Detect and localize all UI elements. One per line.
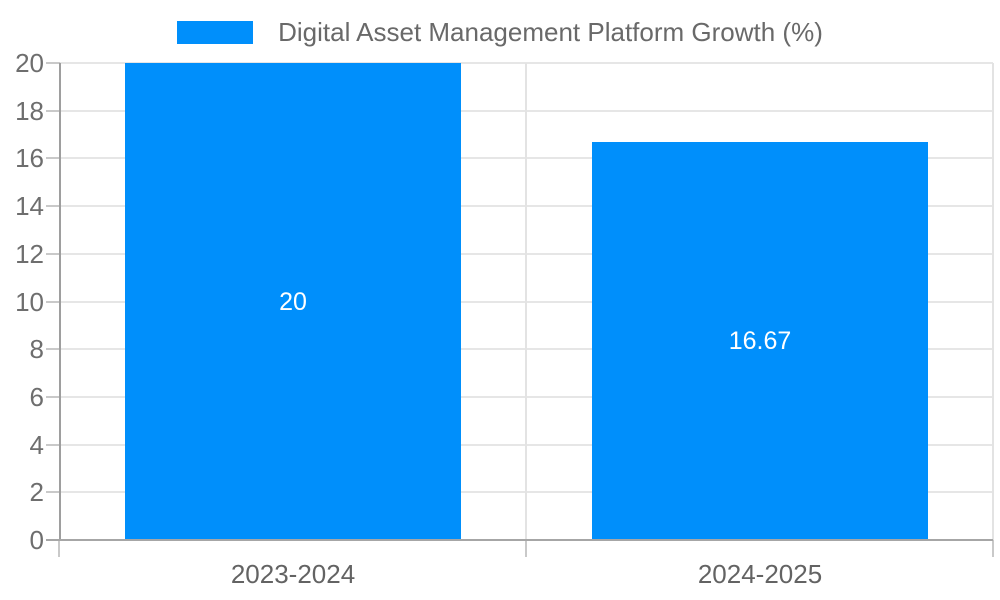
legend-label: Digital Asset Management Platform Growth… [278, 16, 823, 47]
y-tick-mark [46, 205, 60, 207]
y-tick-mark [46, 348, 60, 350]
y-axis-tick-label: 6 [29, 382, 44, 412]
y-axis-tick-label: 14 [15, 191, 44, 221]
y-axis-tick-label: 12 [15, 239, 44, 269]
y-tick-mark [46, 491, 60, 493]
x-tick-mark [992, 540, 994, 557]
chart-legend: Digital Asset Management Platform Growth… [0, 17, 1000, 47]
y-tick-mark [46, 301, 60, 303]
y-axis-tick-label: 16 [15, 143, 44, 173]
y-axis-tick-label: 18 [15, 96, 44, 126]
y-tick-mark [46, 444, 60, 446]
y-tick-mark [46, 253, 60, 255]
bar[interactable] [592, 142, 928, 540]
y-tick-mark [46, 110, 60, 112]
x-gridline [525, 63, 527, 540]
bar-value-label: 16.67 [728, 327, 792, 355]
x-axis-category-label: 2023-2024 [230, 559, 356, 589]
bar[interactable] [125, 63, 461, 540]
y-axis-tick-label: 8 [29, 334, 44, 364]
y-tick-mark [46, 157, 60, 159]
y-axis-tick-label: 10 [15, 287, 44, 317]
y-tick-mark [46, 396, 60, 398]
x-axis-category-label: 2024-2025 [697, 559, 823, 589]
x-tick-mark [525, 540, 527, 557]
x-tick-mark [58, 540, 60, 557]
y-axis-tick-label: 2 [29, 477, 44, 507]
y-axis-line [59, 63, 61, 540]
y-tick-mark [46, 62, 60, 64]
legend-swatch [177, 20, 254, 44]
y-axis-tick-label: 20 [15, 48, 44, 78]
y-axis-tick-label: 0 [29, 525, 44, 555]
x-axis-baseline [46, 539, 993, 541]
y-axis-tick-label: 4 [29, 430, 44, 460]
bar-value-label: 20 [279, 288, 307, 316]
x-gridline [992, 63, 994, 540]
